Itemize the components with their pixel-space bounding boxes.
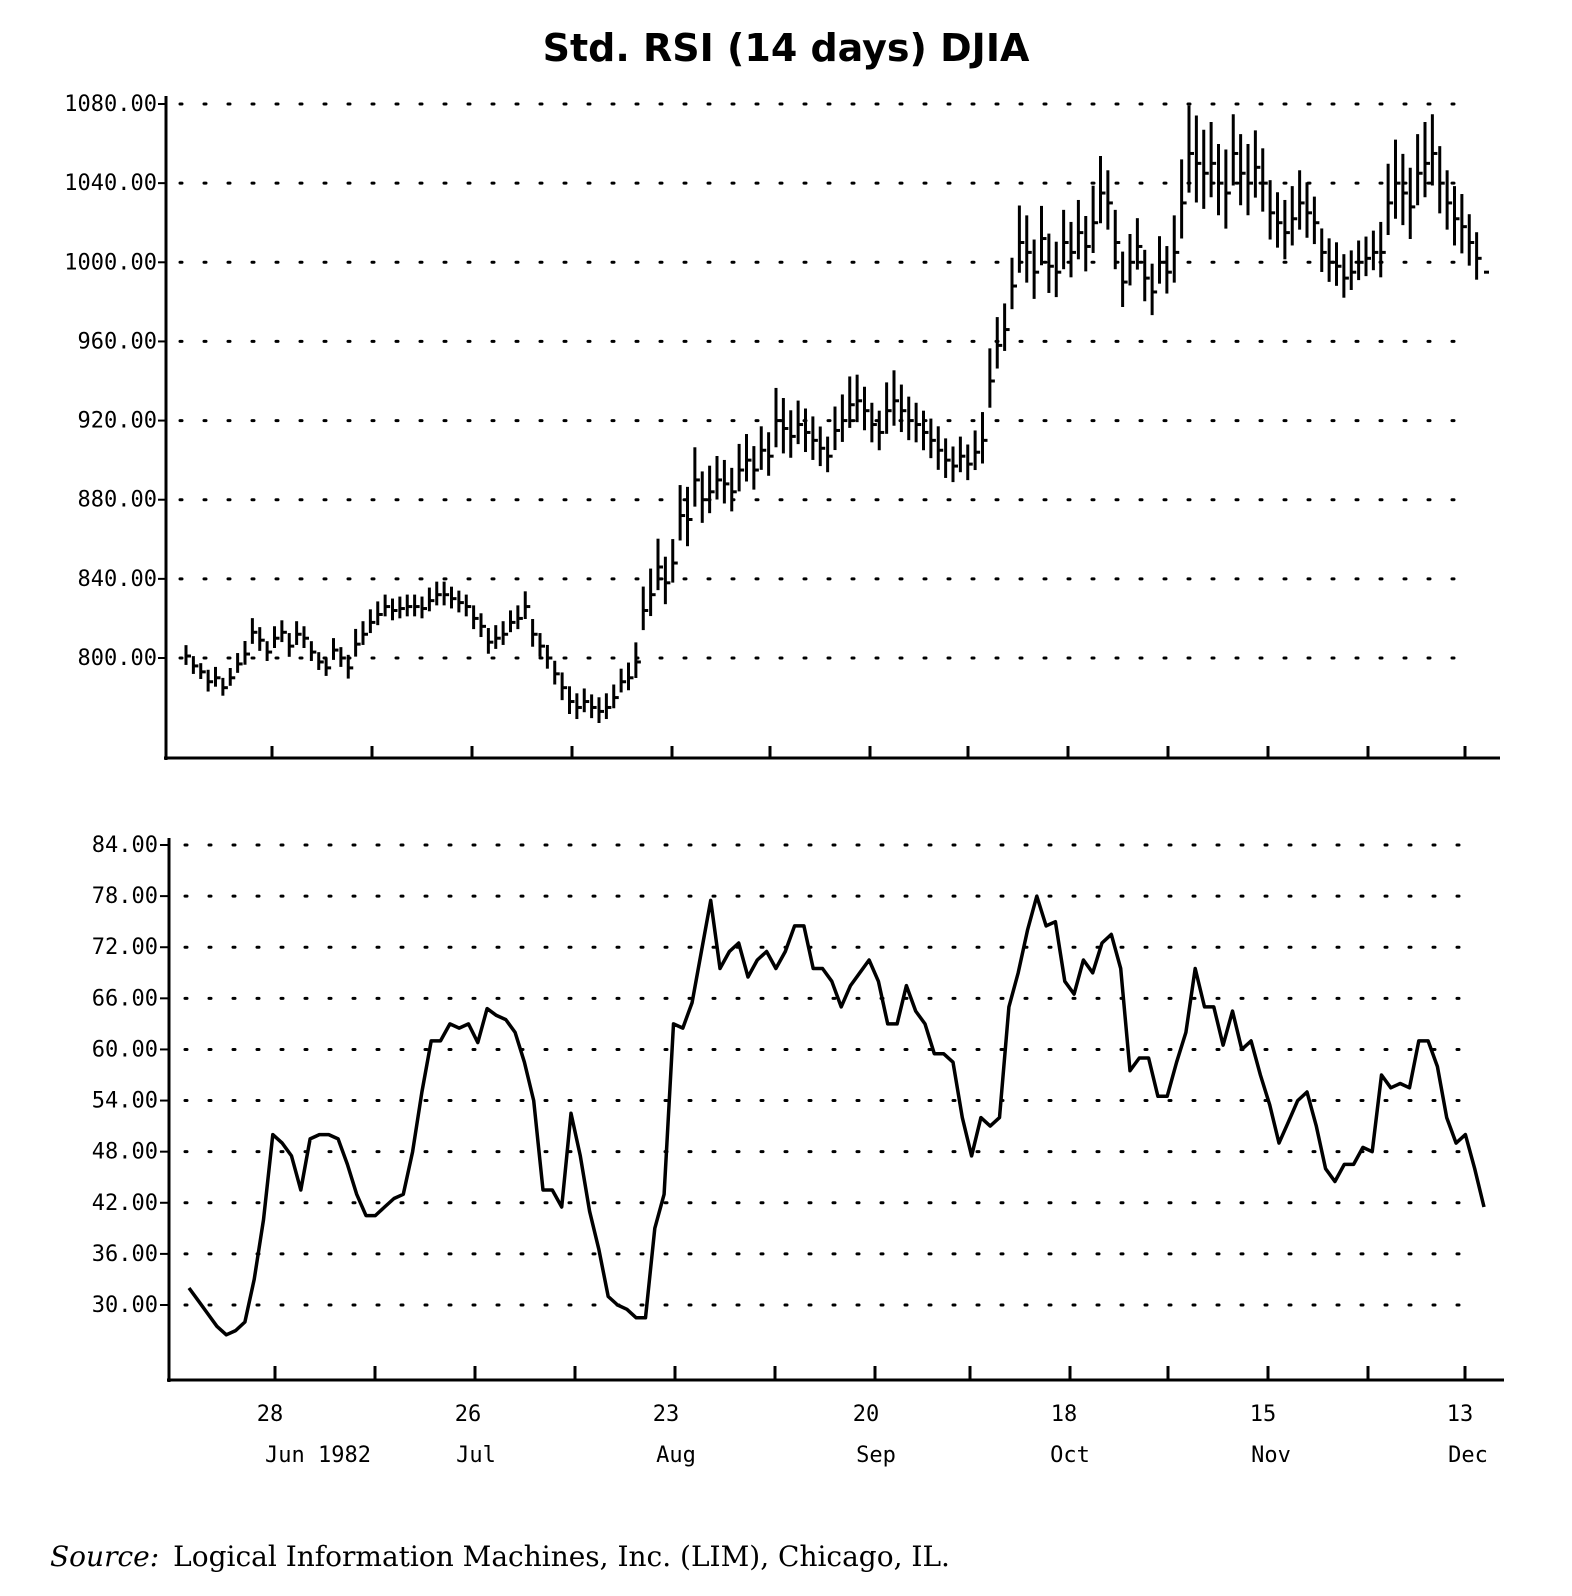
source-label: Source: [50,1540,160,1573]
x-month-label: Dec [1448,1443,1488,1468]
bottom-y-tick-label: 42.00 [92,1191,158,1216]
x-tick-label: 28 [257,1402,284,1427]
bottom-axes [160,838,1504,1382]
top-price-bars [184,105,1489,723]
bottom-y-tick-label: 66.00 [92,986,158,1011]
rsi-line [187,894,1486,1337]
x-tick-label: 18 [1051,1402,1078,1427]
bottom-y-tick-label: 36.00 [92,1242,158,1267]
x-tick-label: 23 [653,1402,680,1427]
source-text: Logical Information Machines, Inc. (LIM)… [173,1540,950,1573]
x-tick-label: 26 [455,1402,482,1427]
top-y-tick-label: 920.00 [78,409,157,434]
bottom-y-tick-label: 30.00 [92,1293,158,1318]
source-note: Source: Logical Information Machines, Inc… [50,1540,950,1573]
top-axes [158,96,1500,760]
x-tick-labels: 28 26 23 20 18 15 13 Jun 1982 Jul Aug Sep Oct Nov Dec [257,1402,1488,1468]
x-month-label: Aug [656,1443,696,1468]
x-month-label: Jul [456,1443,496,1468]
x-month-label: Oct [1050,1443,1090,1468]
x-month-label: Sep [856,1443,896,1468]
top-y-tick-label: 1000.00 [64,250,157,275]
bottom-y-tick-label: 72.00 [92,935,158,960]
bottom-y-tick-labels: 84.00 78.00 72.00 66.00 60.00 54.00 48.00 42.00… [92,833,158,1318]
bottom-y-tick-label: 78.00 [92,884,158,909]
x-month-label: Jun 1982 [265,1443,371,1468]
x-tick-label: 13 [1447,1402,1474,1427]
top-y-tick-label: 880.00 [78,488,157,513]
bottom-grid [183,843,1472,1307]
x-tick-label: 15 [1250,1402,1277,1427]
top-y-tick-label: 1040.00 [64,171,157,196]
top-grid [178,102,1472,660]
bottom-y-tick-label: 60.00 [92,1037,158,1062]
top-y-tick-label: 840.00 [78,567,157,592]
bottom-y-tick-label: 48.00 [92,1140,158,1165]
top-y-tick-label: 800.00 [78,646,157,671]
top-y-tick-labels: 1080.00 1040.00 1000.00 960.00 920.00 880.00 8… [64,92,157,671]
bottom-rsi-line [187,894,1486,1337]
x-month-label: Nov [1251,1443,1291,1468]
top-y-tick-label: 1080.00 [64,92,157,117]
top-y-tick-label: 960.00 [78,329,157,354]
bottom-y-tick-label: 84.00 [92,833,158,858]
x-tick-label: 20 [853,1402,880,1427]
chart-title: Std. RSI (14 days) DJIA [542,26,1030,70]
bottom-y-tick-label: 54.00 [92,1089,158,1114]
